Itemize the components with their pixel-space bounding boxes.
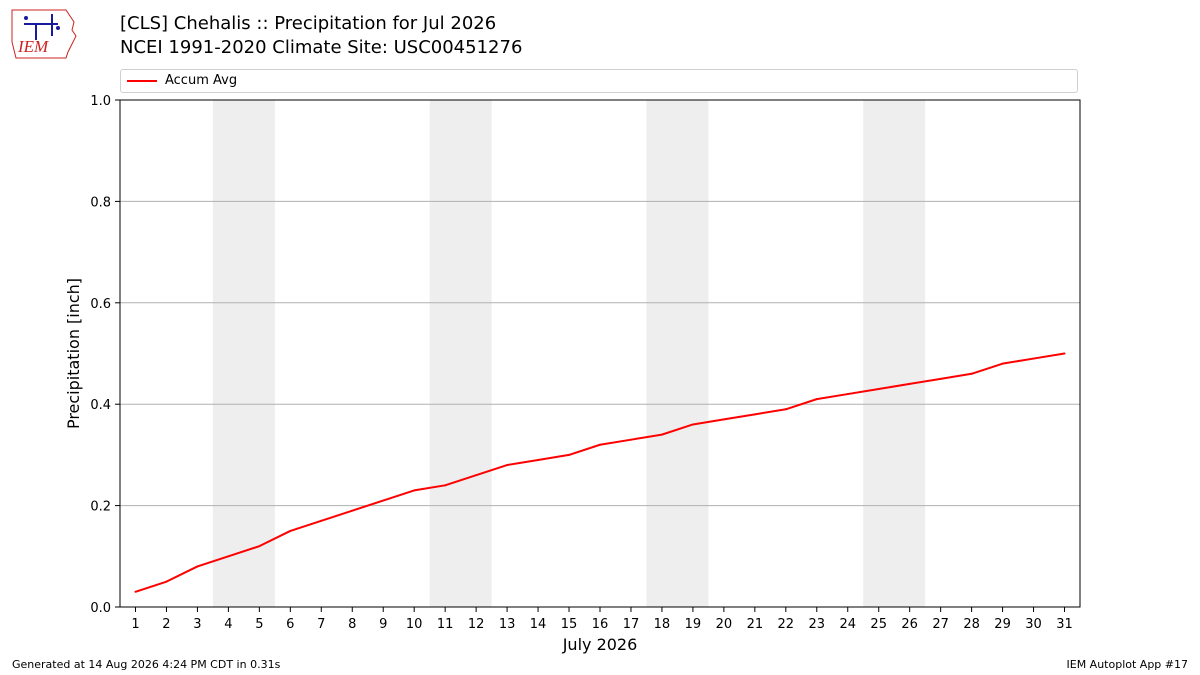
x-tick-label-15: 15 — [561, 617, 578, 632]
x-tick-label-22: 22 — [778, 617, 795, 632]
data-point-29 — [1001, 362, 1004, 365]
data-point-4 — [227, 555, 230, 558]
x-tick-label-8: 8 — [348, 617, 356, 632]
data-point-19 — [691, 423, 694, 426]
x-tick-label-24: 24 — [839, 617, 856, 632]
weekend-band-2 — [429, 100, 492, 607]
data-point-1 — [134, 590, 137, 593]
data-point-25 — [877, 387, 880, 390]
y-axis-label: Precipitation [inch] — [64, 278, 83, 429]
x-tick-label-17: 17 — [623, 617, 640, 632]
x-tick-label-5: 5 — [255, 617, 263, 632]
footer-app: IEM Autoplot App #17 — [1066, 658, 1189, 671]
x-tick-label-19: 19 — [685, 617, 702, 632]
x-tick-label-7: 7 — [317, 617, 325, 632]
data-point-20 — [722, 418, 725, 421]
data-point-14 — [537, 458, 540, 461]
y-tick-label-2: 0.4 — [90, 398, 111, 413]
x-tick-label-11: 11 — [437, 617, 454, 632]
x-tick-label-1: 1 — [131, 617, 139, 632]
x-tick-label-12: 12 — [468, 617, 485, 632]
y-tick-label-4: 0.8 — [90, 195, 111, 210]
x-tick-label-6: 6 — [286, 617, 294, 632]
data-point-22 — [784, 408, 787, 411]
x-tick-label-4: 4 — [224, 617, 232, 632]
x-tick-label-9: 9 — [379, 617, 387, 632]
legend: Accum Avg — [120, 69, 1078, 93]
x-tick-label-18: 18 — [654, 617, 671, 632]
y-tick-label-1: 0.2 — [90, 500, 111, 515]
x-tick-label-13: 13 — [499, 617, 516, 632]
x-tick-label-14: 14 — [530, 617, 547, 632]
x-tick-label-26: 26 — [901, 617, 918, 632]
data-point-12 — [475, 474, 478, 477]
data-point-9 — [382, 499, 385, 502]
x-tick-label-31: 31 — [1056, 617, 1073, 632]
x-tick-label-3: 3 — [193, 617, 201, 632]
data-point-21 — [753, 413, 756, 416]
x-tick-label-20: 20 — [716, 617, 733, 632]
data-point-31 — [1063, 352, 1066, 355]
y-tick-label-5: 1.0 — [90, 94, 111, 109]
logo-text: IEM — [17, 37, 49, 56]
y-tick-label-3: 0.6 — [90, 297, 111, 312]
legend-label: Accum Avg — [165, 73, 238, 88]
chart-subtitle: NCEI 1991-2020 Climate Site: USC00451276 — [120, 37, 523, 58]
data-point-28 — [970, 372, 973, 375]
data-point-23 — [815, 398, 818, 401]
weekend-band-4 — [863, 100, 926, 607]
data-point-18 — [660, 433, 663, 436]
data-point-2 — [165, 580, 168, 583]
legend-swatch — [127, 80, 157, 82]
data-point-6 — [289, 529, 292, 532]
iowa-outline-icon — [11, 9, 77, 59]
weekend-band-3 — [646, 100, 709, 607]
x-tick-label-21: 21 — [747, 617, 764, 632]
data-point-11 — [444, 484, 447, 487]
x-tick-label-28: 28 — [963, 617, 980, 632]
data-point-8 — [351, 509, 354, 512]
x-axis-label: July 2026 — [562, 635, 638, 654]
data-point-27 — [939, 377, 942, 380]
x-tick-label-23: 23 — [809, 617, 826, 632]
chart-title: [CLS] Chehalis :: Precipitation for Jul … — [120, 13, 497, 34]
plot-frame — [119, 99, 1081, 608]
x-tick-label-25: 25 — [870, 617, 887, 632]
y-tick-label-0: 0.0 — [90, 601, 111, 616]
weekend-band-1 — [212, 100, 275, 607]
x-tick-label-30: 30 — [1025, 617, 1042, 632]
data-point-7 — [320, 519, 323, 522]
data-point-15 — [568, 453, 571, 456]
data-point-3 — [196, 565, 199, 568]
footer-generated: Generated at 14 Aug 2026 4:24 PM CDT in … — [12, 658, 281, 671]
data-point-13 — [506, 464, 509, 467]
data-point-26 — [908, 382, 911, 385]
data-point-17 — [629, 438, 632, 441]
data-point-30 — [1032, 357, 1035, 360]
x-tick-label-10: 10 — [406, 617, 423, 632]
series-line-accum-avg — [135, 352, 1065, 593]
iem-logo: IEM — [11, 9, 77, 59]
x-tick-label-16: 16 — [592, 617, 609, 632]
x-tick-label-29: 29 — [994, 617, 1011, 632]
data-point-5 — [258, 545, 261, 548]
data-point-10 — [413, 489, 416, 492]
x-tick-label-2: 2 — [162, 617, 170, 632]
data-point-16 — [599, 443, 601, 446]
x-tick-label-27: 27 — [932, 617, 949, 632]
data-point-24 — [846, 393, 849, 396]
